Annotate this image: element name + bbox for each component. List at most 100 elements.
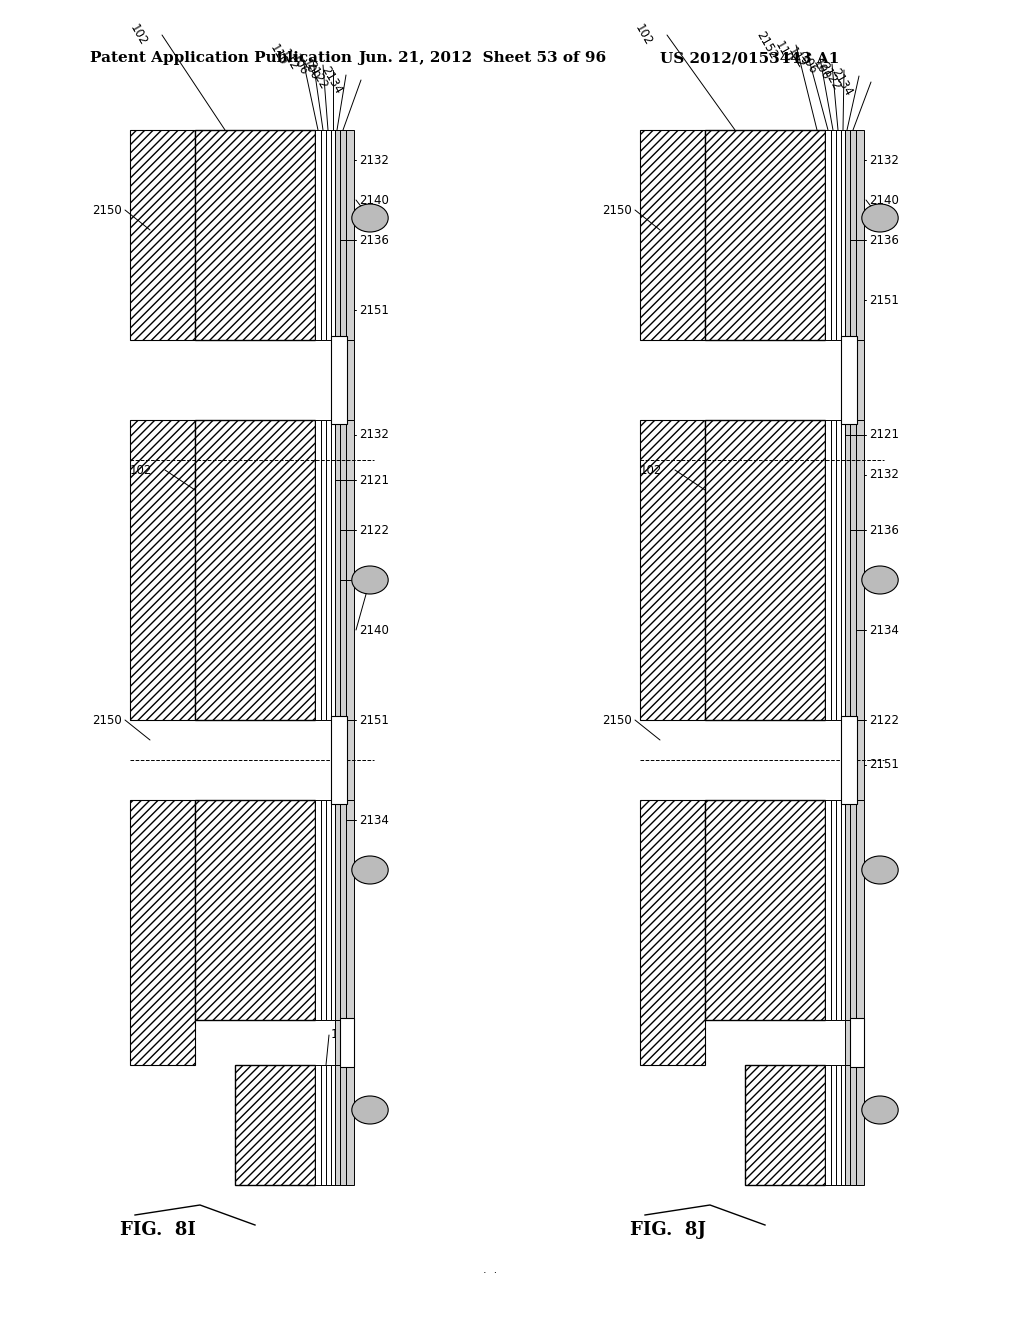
Bar [331, 800, 335, 1020]
Bar [346, 800, 354, 1020]
Bar [335, 420, 340, 719]
Bar [836, 1065, 841, 1185]
Bar [346, 341, 354, 420]
Bar [850, 1020, 856, 1065]
Bar [346, 129, 354, 341]
Bar [315, 420, 321, 719]
Bar [841, 1065, 845, 1185]
Text: 112: 112 [785, 45, 808, 71]
Bar [335, 129, 340, 341]
Text: 2122: 2122 [817, 59, 843, 92]
Bar [326, 420, 331, 719]
Bar [850, 129, 856, 341]
Text: 102: 102 [640, 463, 663, 477]
Bar [831, 129, 836, 341]
Bar [234, 1065, 315, 1185]
Text: 2150: 2150 [92, 203, 122, 216]
Bar [335, 341, 340, 420]
Bar [346, 719, 354, 800]
Text: 102: 102 [633, 22, 655, 48]
Text: 2151: 2151 [359, 714, 389, 726]
Text: 112: 112 [331, 1028, 353, 1041]
Text: 2140: 2140 [359, 194, 389, 206]
Text: 2150: 2150 [602, 714, 632, 726]
Bar [195, 800, 315, 1020]
Bar [856, 1065, 864, 1185]
Bar [331, 420, 335, 719]
Bar [845, 1065, 850, 1185]
Bar [640, 800, 705, 1065]
Bar [335, 1020, 340, 1065]
Bar [321, 800, 326, 1020]
Ellipse shape [352, 1096, 388, 1125]
Text: 2152: 2152 [754, 29, 780, 61]
Text: 110: 110 [772, 40, 795, 65]
Text: 2134: 2134 [828, 66, 855, 98]
Bar [841, 715, 857, 804]
Text: 2151: 2151 [359, 304, 389, 317]
Text: 2122: 2122 [869, 714, 899, 726]
Bar [705, 129, 825, 341]
Text: Jun. 21, 2012  Sheet 53 of 96: Jun. 21, 2012 Sheet 53 of 96 [358, 51, 606, 65]
Text: 2150: 2150 [92, 714, 122, 726]
Text: FIG.  8J: FIG. 8J [630, 1221, 706, 1239]
Bar [335, 800, 340, 1020]
Text: 2134: 2134 [359, 813, 389, 826]
Bar [346, 1065, 354, 1185]
Bar [856, 800, 864, 1020]
Text: 2122: 2122 [359, 524, 389, 536]
Bar [745, 1065, 825, 1185]
Bar [856, 719, 864, 800]
Text: 2122: 2122 [304, 59, 330, 91]
Text: 2140: 2140 [359, 623, 389, 636]
Ellipse shape [862, 855, 898, 884]
Bar [340, 341, 346, 420]
Bar [321, 129, 326, 341]
Ellipse shape [862, 1096, 898, 1125]
Bar [850, 1018, 864, 1067]
Text: 2132: 2132 [869, 153, 899, 166]
Bar [850, 800, 856, 1020]
Text: 2121: 2121 [869, 429, 899, 441]
Bar [331, 337, 347, 424]
Bar [335, 1065, 340, 1185]
Bar [326, 800, 331, 1020]
Bar [825, 129, 831, 341]
Text: 2140: 2140 [869, 573, 899, 586]
Bar [845, 719, 850, 800]
Bar [825, 1065, 831, 1185]
Ellipse shape [862, 205, 898, 232]
Text: US 2012/0153443 A1: US 2012/0153443 A1 [660, 51, 840, 65]
Bar [831, 420, 836, 719]
Bar [836, 800, 841, 1020]
Text: 2132: 2132 [359, 429, 389, 441]
Bar [340, 420, 346, 719]
Bar [705, 800, 825, 1020]
Ellipse shape [352, 855, 388, 884]
Bar [340, 1020, 346, 1065]
Bar [315, 1065, 321, 1185]
Bar [841, 337, 857, 424]
Text: 102: 102 [130, 463, 153, 477]
Text: 2150: 2150 [602, 203, 632, 216]
Bar [331, 715, 347, 804]
Text: 2136: 2136 [869, 524, 899, 536]
Bar [340, 1065, 346, 1185]
Text: 2136: 2136 [869, 234, 899, 247]
Bar [346, 1020, 354, 1065]
Bar [831, 800, 836, 1020]
Text: 2134: 2134 [318, 63, 345, 96]
Bar [315, 800, 321, 1020]
Text: 2132: 2132 [869, 469, 899, 482]
Bar [326, 1065, 331, 1185]
Text: 2136: 2136 [359, 234, 389, 247]
Bar [705, 420, 825, 719]
Bar [850, 341, 856, 420]
Text: 2132: 2132 [359, 153, 389, 166]
Bar [850, 719, 856, 800]
Bar [321, 1065, 326, 1185]
Bar [856, 341, 864, 420]
Bar [130, 420, 195, 719]
Ellipse shape [862, 566, 898, 594]
Bar [856, 129, 864, 341]
